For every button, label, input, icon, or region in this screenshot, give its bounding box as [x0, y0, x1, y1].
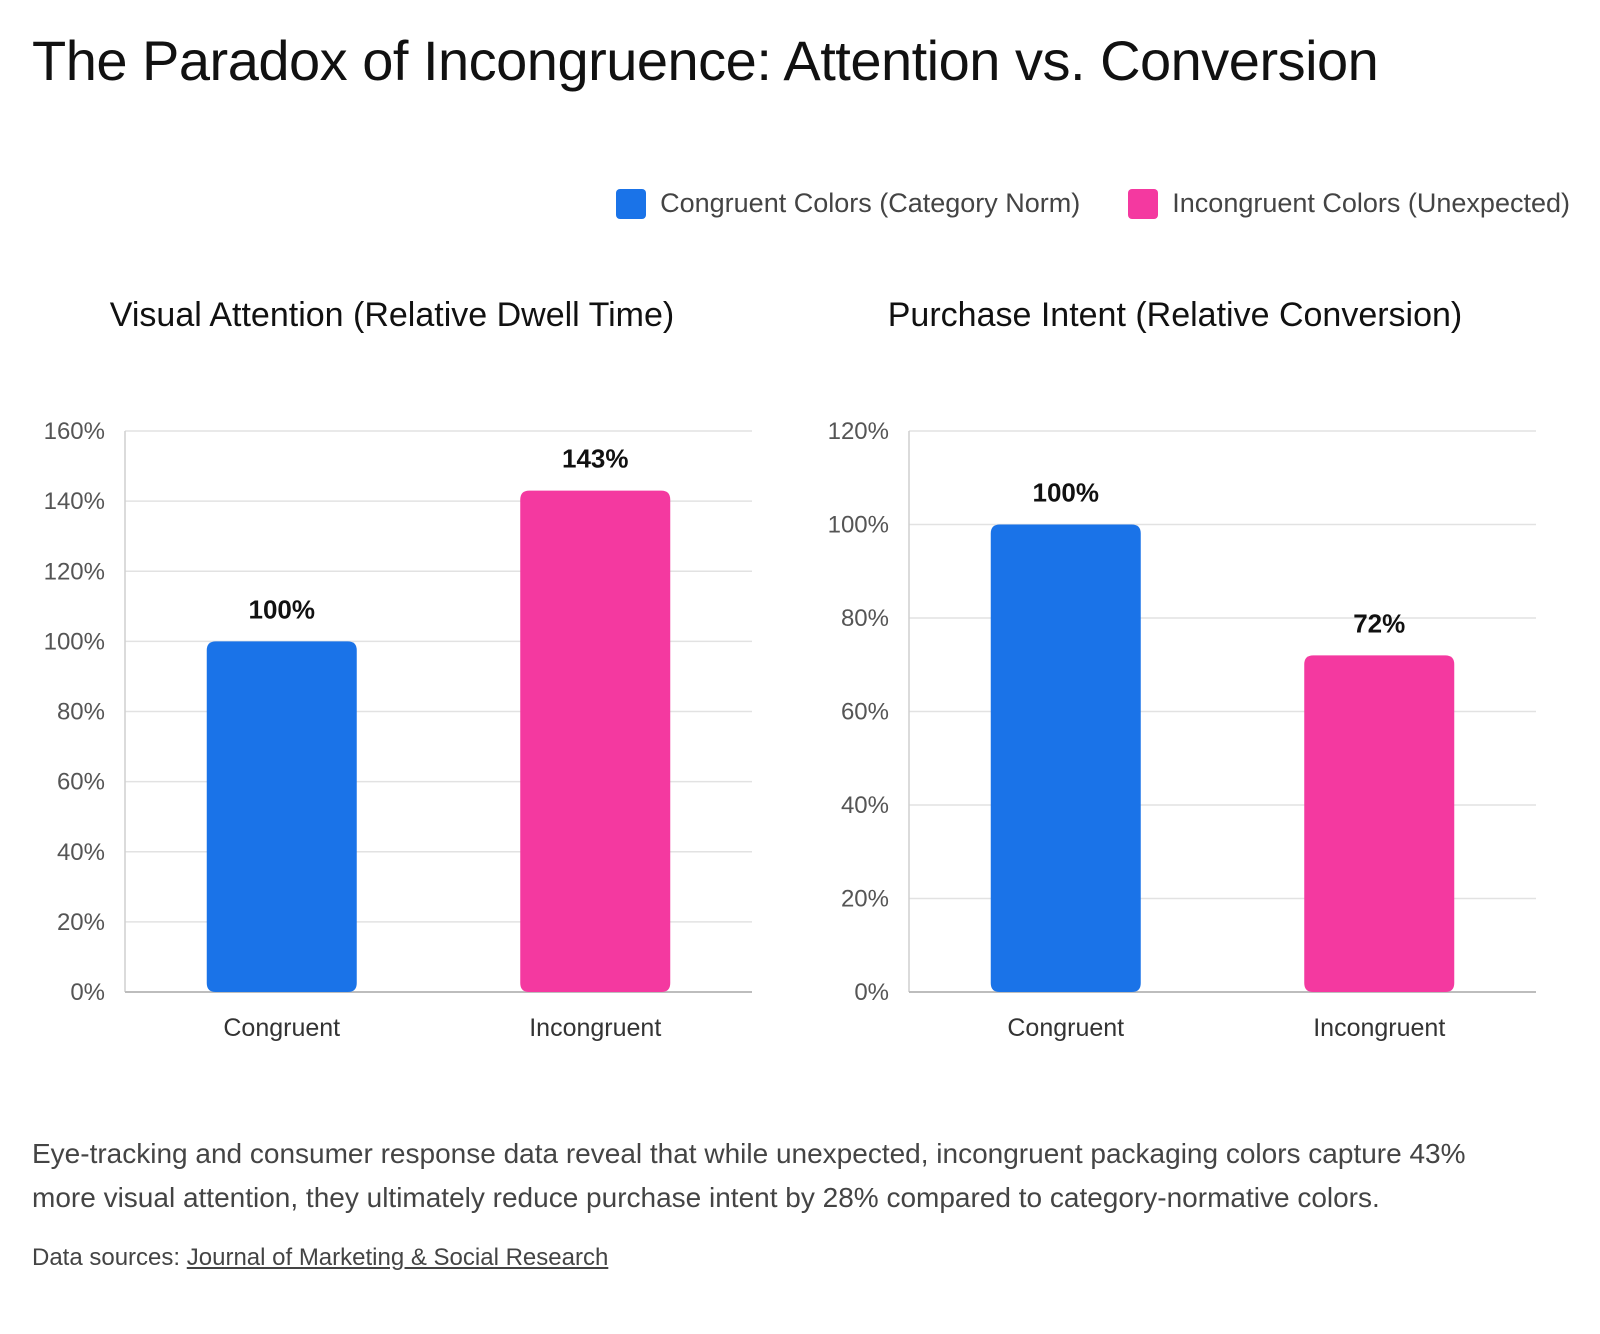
data-label: 72% — [1353, 608, 1405, 638]
y-tick-label: 140% — [44, 488, 105, 515]
page-title: The Paradox of Incongruence: Attention v… — [32, 29, 1379, 92]
legend-label-congruent: Congruent Colors (Category Norm) — [660, 188, 1081, 218]
legend-item-incongruent: Incongruent Colors (Unexpected) — [1128, 188, 1570, 219]
bar-congruent — [990, 524, 1141, 992]
y-tick-label: 160% — [44, 418, 105, 445]
sources-prefix: Data sources: — [32, 1244, 181, 1271]
bar-incongruent — [520, 490, 671, 992]
y-tick-label: 0% — [854, 979, 889, 1006]
y-tick-label: 40% — [841, 792, 889, 819]
legend-swatch-congruent — [616, 188, 647, 219]
chart-title-1: Visual Attention (Relative Dwell Time) — [110, 296, 674, 334]
y-tick-label: 80% — [841, 605, 889, 632]
y-tick-label: 120% — [828, 418, 889, 445]
data-label: 100% — [249, 594, 316, 624]
y-tick-label: 0% — [70, 979, 105, 1006]
x-tick-label: Incongruent — [1313, 1014, 1445, 1042]
legend-swatch-incongruent — [1128, 188, 1159, 219]
x-tick-label: Congruent — [1007, 1014, 1124, 1042]
y-tick-label: 20% — [57, 909, 105, 936]
x-tick-label: Incongruent — [529, 1014, 661, 1042]
data-label: 143% — [562, 444, 629, 474]
y-tick-label: 60% — [841, 699, 889, 726]
bar-incongruent — [1304, 655, 1455, 992]
y-tick-label: 80% — [57, 699, 105, 726]
chart-title-2: Purchase Intent (Relative Conversion) — [888, 296, 1463, 334]
data-sources: Data sources: Journal of Marketing & Soc… — [32, 1244, 608, 1272]
y-tick-label: 100% — [828, 512, 889, 539]
charts-canvas: Visual Attention (Relative Dwell Time) 0%… — [44, 296, 1536, 1042]
bar-congruent — [206, 641, 357, 992]
data-label: 100% — [1033, 478, 1100, 508]
y-tick-label: 40% — [57, 839, 105, 866]
y-tick-label: 20% — [841, 886, 889, 913]
y-tick-label: 60% — [57, 769, 105, 796]
legend-item-congruent: Congruent Colors (Category Norm) — [616, 188, 1080, 219]
y-tick-label: 100% — [44, 628, 105, 655]
legend-label-incongruent: Incongruent Colors (Unexpected) — [1172, 188, 1570, 218]
legend: Congruent Colors (Category Norm) Incongr… — [616, 188, 1570, 219]
x-tick-label: Congruent — [223, 1014, 340, 1042]
sources-link[interactable]: Journal of Marketing & Social Research — [186, 1244, 609, 1271]
chart-description: Eye-tracking and consumer response data … — [32, 1138, 1466, 1213]
y-tick-label: 120% — [44, 558, 105, 585]
